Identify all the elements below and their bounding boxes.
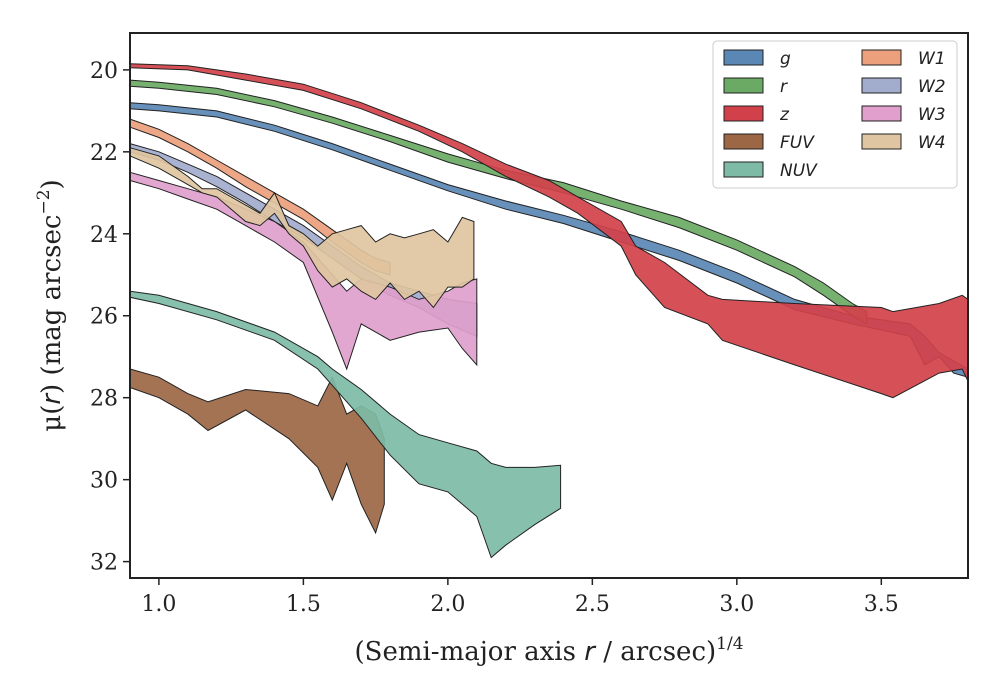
y-axis-label: μ(r) (mag arcsec−2) xyxy=(34,179,67,431)
y-tick-label: 24 xyxy=(90,223,118,248)
y-tick-label: 26 xyxy=(90,305,118,330)
y-tick-label: 22 xyxy=(90,141,118,166)
y-tick-label: 20 xyxy=(90,59,118,84)
legend-label-nuv: NUV xyxy=(780,161,818,181)
series-band-w3 xyxy=(129,171,478,371)
legend-swatch-nuv xyxy=(723,161,764,178)
x-tick-label: 2.0 xyxy=(430,592,465,617)
x-tick-label: 3.5 xyxy=(864,592,899,617)
legend-swatch-z xyxy=(723,105,764,122)
series-band-fuv xyxy=(129,368,385,535)
legend-swatch-w4 xyxy=(861,133,902,150)
y-axis: 20 22 24 26 28 30 32 xyxy=(90,59,130,576)
legend-swatch-fuv xyxy=(723,133,764,150)
x-tick-label: 1.5 xyxy=(286,592,321,617)
legend-swatch-g xyxy=(723,49,764,66)
legend-label-w4: W4 xyxy=(918,133,946,153)
series-band-w4 xyxy=(129,147,475,309)
x-tick-label: 1.0 xyxy=(141,592,176,617)
x-axis-label: (Semi-major axis r / arcsec)1/4 xyxy=(354,634,743,667)
legend-swatch-r xyxy=(723,77,764,94)
legend-label-fuv: FUV xyxy=(780,133,815,153)
plot-frame xyxy=(129,32,969,579)
series-band-nuv xyxy=(129,290,562,559)
y-tick-label: 32 xyxy=(90,551,118,576)
legend-swatch-w1 xyxy=(861,49,902,66)
y-tick-label: 30 xyxy=(90,469,118,494)
legend-swatch-w3 xyxy=(861,105,902,122)
x-axis: 1.0 1.5 2.0 2.5 3.0 3.5 xyxy=(141,578,899,617)
legend-label-r: r xyxy=(780,77,788,97)
legend-label-g: g xyxy=(780,49,791,69)
legend-label-w1: W1 xyxy=(918,49,946,69)
x-tick-label: 3.0 xyxy=(719,592,754,617)
legend: grz FUV NUV W1 W2 W3 W4 xyxy=(712,40,958,189)
x-tick-label: 2.5 xyxy=(575,592,610,617)
legend-swatch-w2 xyxy=(861,77,902,94)
legend-label-w2: W2 xyxy=(918,77,946,97)
series-areas xyxy=(129,63,969,559)
legend-label-z: z xyxy=(779,105,790,125)
legend-label-w3: W3 xyxy=(918,105,946,125)
y-tick-label: 28 xyxy=(90,387,118,412)
